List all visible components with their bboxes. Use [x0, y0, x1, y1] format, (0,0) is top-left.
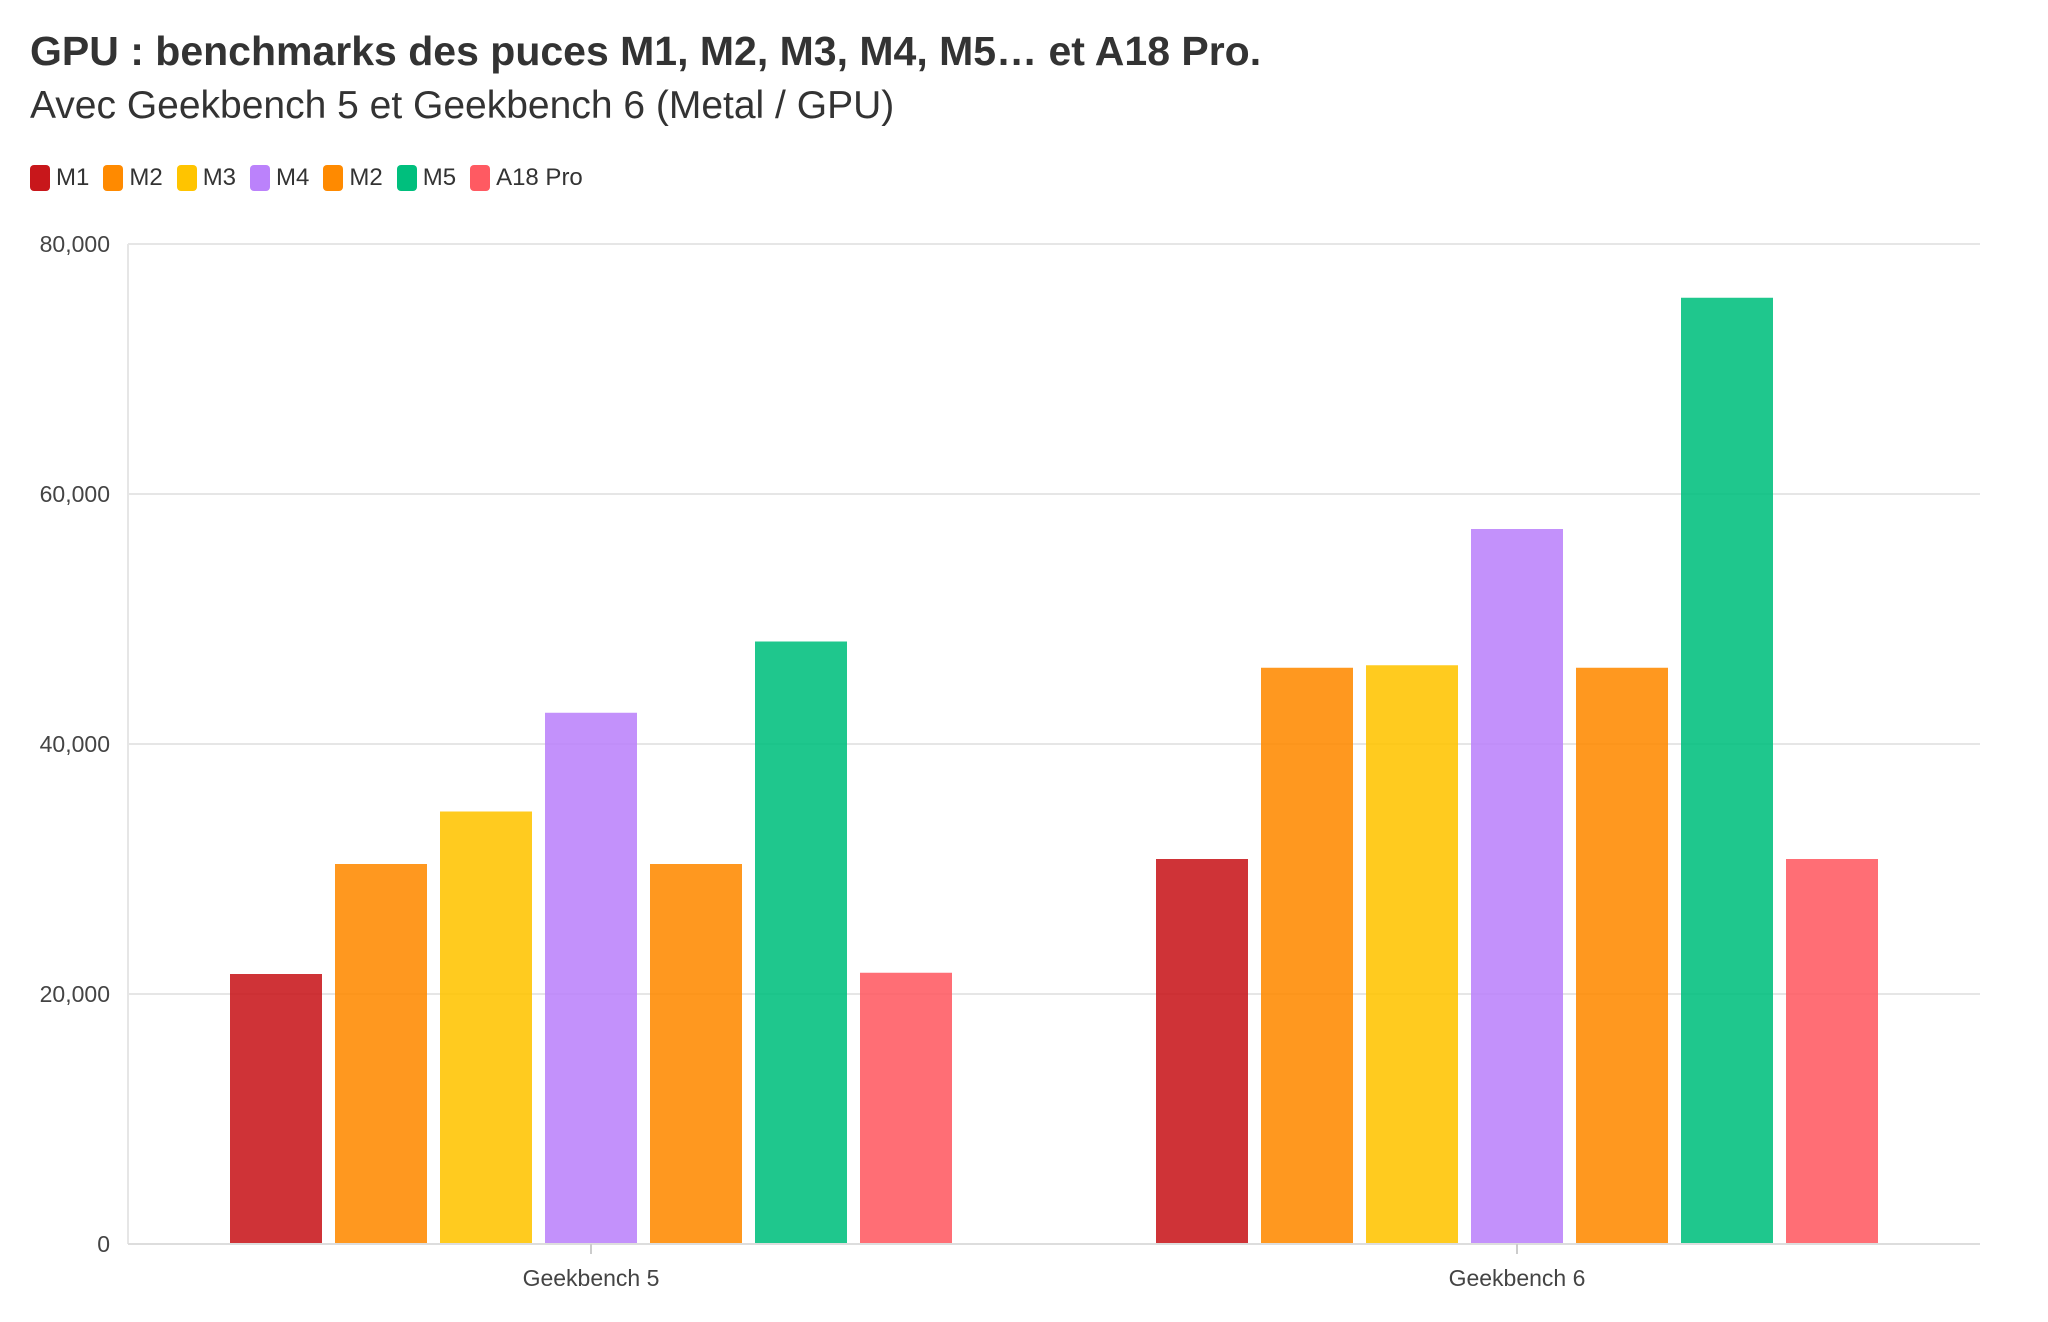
legend-item-a18-pro-6: A18 Pro — [470, 164, 583, 192]
bar-geekbench-5-a18-pro-6 — [860, 972, 952, 1244]
bar-geekbench-6-m2-1 — [1261, 667, 1353, 1244]
legend-label: M2 — [129, 164, 163, 191]
bar-geekbench-5-m2-1 — [335, 864, 427, 1244]
bar-geekbench-5-m5-5 — [755, 641, 847, 1244]
legend-swatch — [176, 165, 197, 191]
bars — [230, 297, 1878, 1244]
chart-legend: M1 M2 M3 M4 M2 M5 A18 Pro — [30, 164, 597, 192]
legend-item-m1-0: M1 — [30, 164, 89, 192]
legend-swatch — [103, 165, 124, 191]
bar-geekbench-6-a18-pro-6 — [1786, 859, 1878, 1244]
legend-label: M4 — [276, 164, 310, 191]
y-tick-label: 20,000 — [40, 981, 110, 1007]
bar-geekbench-5-m2-4 — [650, 864, 742, 1244]
y-tick-label: 60,000 — [40, 481, 110, 507]
bar-geekbench-5-m4-3 — [545, 712, 637, 1244]
y-tick-label: 40,000 — [40, 731, 110, 757]
bar-geekbench-6-m1-0 — [1156, 859, 1248, 1244]
chart-title: GPU : benchmarks des puces M1, M2, M3, M… — [30, 28, 1262, 74]
legend-item-m4-3: M4 — [250, 164, 309, 192]
bar-geekbench-6-m4-3 — [1471, 529, 1563, 1244]
legend-swatch — [396, 165, 417, 191]
legend-label: M5 — [422, 164, 457, 191]
axes: 0 20,000 40,000 60,000 80,000 Geekbench 5 Geek… — [40, 231, 1980, 1291]
legend-swatch — [323, 165, 344, 191]
bar-geekbench-6-m3-2 — [1366, 665, 1458, 1244]
legend-item-m5-5: M5 — [396, 164, 457, 192]
bar-geekbench-6-m5-5 — [1681, 297, 1773, 1244]
legend-item-m2-4: M2 — [323, 164, 383, 192]
y-tick-label: 0 — [97, 1231, 110, 1257]
legend-label: A18 Pro — [496, 164, 583, 191]
bar-geekbench-6-m2-4 — [1576, 667, 1668, 1244]
y-tick-label: 80,000 — [40, 231, 110, 257]
chart-subtitle: Avec Geekbench 5 et Geekbench 6 (Metal /… — [30, 84, 895, 127]
legend-swatch — [30, 165, 50, 191]
legend-label: M3 — [202, 164, 237, 191]
legend-item-m3-2: M3 — [176, 164, 237, 192]
bar-geekbench-5-m1-0 — [230, 974, 322, 1244]
legend-label: M2 — [349, 164, 383, 191]
legend-swatch — [250, 165, 271, 191]
x-tick-label: Geekbench 6 — [1449, 1265, 1586, 1291]
bar-geekbench-5-m3-2 — [440, 811, 532, 1244]
legend-item-m2-1: M2 — [103, 164, 163, 192]
legend-label: M1 — [56, 164, 90, 191]
legend-swatch — [470, 165, 491, 191]
x-tick-label: Geekbench 5 — [523, 1265, 660, 1291]
